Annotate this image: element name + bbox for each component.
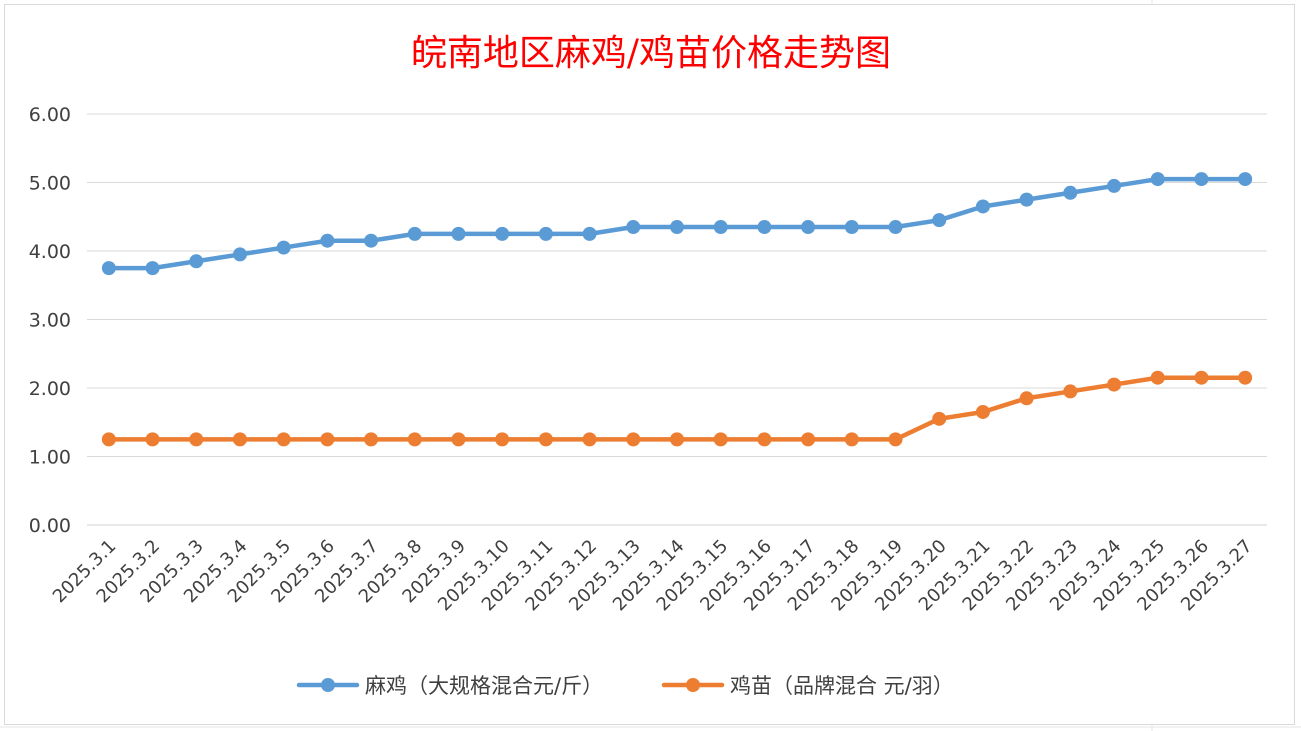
data-point[interactable] (407, 226, 422, 241)
y-tick-label: 2.00 (29, 378, 71, 400)
legend-item[interactable]: 鸡苗（品牌混合 元/羽） (661, 674, 954, 698)
data-point[interactable] (757, 220, 772, 235)
data-point[interactable] (101, 432, 116, 447)
series-2 (101, 370, 1253, 447)
data-point[interactable] (495, 226, 510, 241)
data-point[interactable] (407, 432, 422, 447)
data-point[interactable] (975, 199, 990, 214)
x-axis-tick-labels: 2025.3.12025.3.22025.3.32025.3.42025.3.5… (49, 536, 1257, 616)
data-point[interactable] (757, 432, 772, 447)
data-point[interactable] (1194, 172, 1209, 187)
data-point[interactable] (1238, 370, 1253, 385)
y-tick-label: 6.00 (29, 104, 71, 126)
gridlines (87, 113, 1267, 526)
data-point[interactable] (801, 432, 816, 447)
data-point[interactable] (1150, 172, 1165, 187)
data-point[interactable] (975, 404, 990, 419)
data-point[interactable] (713, 432, 728, 447)
chart-title: 皖南地区麻鸡/鸡苗价格走势图 (411, 33, 891, 74)
legend-label: 麻鸡（大规格混合元/斤） (365, 674, 603, 698)
data-point[interactable] (451, 432, 466, 447)
data-point[interactable] (626, 220, 641, 235)
data-point[interactable] (626, 432, 641, 447)
data-point[interactable] (582, 432, 597, 447)
data-point[interactable] (1019, 192, 1034, 207)
legend-item[interactable]: 麻鸡（大规格混合元/斤） (296, 674, 603, 698)
legend-marker-icon (321, 678, 335, 692)
legend-marker-icon (686, 678, 700, 692)
data-point[interactable] (320, 233, 335, 248)
data-point[interactable] (888, 432, 903, 447)
chart-area[interactable]: 皖南地区麻鸡/鸡苗价格走势图 0.00 1.00 2.00 3.00 4.00 5.00 6… (4, 4, 1295, 725)
data-point[interactable] (801, 220, 816, 235)
data-point[interactable] (538, 226, 553, 241)
series-lines (101, 172, 1253, 447)
legend[interactable]: 麻鸡（大规格混合元/斤） 鸡苗（品牌混合 元/羽） (296, 674, 954, 698)
data-point[interactable] (932, 411, 947, 426)
data-point[interactable] (232, 247, 247, 262)
data-point[interactable] (538, 432, 553, 447)
y-tick-label: 1.00 (29, 447, 71, 469)
data-point[interactable] (364, 432, 379, 447)
data-point[interactable] (1107, 377, 1122, 392)
data-point[interactable] (1238, 172, 1253, 187)
data-point[interactable] (670, 220, 684, 235)
data-point[interactable] (1063, 384, 1078, 399)
data-point[interactable] (320, 432, 335, 447)
data-point[interactable] (189, 432, 204, 447)
data-point[interactable] (451, 226, 466, 241)
data-point[interactable] (1019, 391, 1034, 406)
y-tick-label: 4.00 (29, 241, 71, 263)
data-point[interactable] (844, 432, 859, 447)
data-point[interactable] (1194, 370, 1209, 385)
data-point[interactable] (276, 432, 291, 447)
y-axis-tick-labels: 0.00 1.00 2.00 3.00 4.00 5.00 6.00 (29, 104, 71, 537)
legend-label: 鸡苗（品牌混合 元/羽） (730, 674, 954, 698)
data-point[interactable] (1063, 185, 1078, 200)
data-point[interactable] (495, 432, 510, 447)
line-chart: 皖南地区麻鸡/鸡苗价格走势图 0.00 1.00 2.00 3.00 4.00 5.00 6… (29, 33, 1267, 698)
data-point[interactable] (932, 213, 947, 228)
data-point[interactable] (232, 432, 247, 447)
data-point[interactable] (844, 220, 859, 235)
series-1 (101, 172, 1253, 276)
y-tick-label: 5.00 (29, 173, 71, 195)
data-point[interactable] (364, 233, 379, 248)
data-point[interactable] (1107, 178, 1122, 193)
data-point[interactable] (101, 261, 116, 276)
data-point[interactable] (713, 220, 728, 235)
data-point[interactable] (145, 432, 160, 447)
data-point[interactable] (888, 220, 903, 235)
data-point[interactable] (276, 240, 291, 255)
y-tick-label: 0.00 (29, 515, 71, 537)
data-point[interactable] (145, 261, 160, 276)
data-point[interactable] (189, 254, 204, 269)
data-point[interactable] (582, 226, 597, 241)
data-point[interactable] (1150, 370, 1165, 385)
data-point[interactable] (670, 432, 684, 447)
y-tick-label: 3.00 (29, 310, 71, 332)
